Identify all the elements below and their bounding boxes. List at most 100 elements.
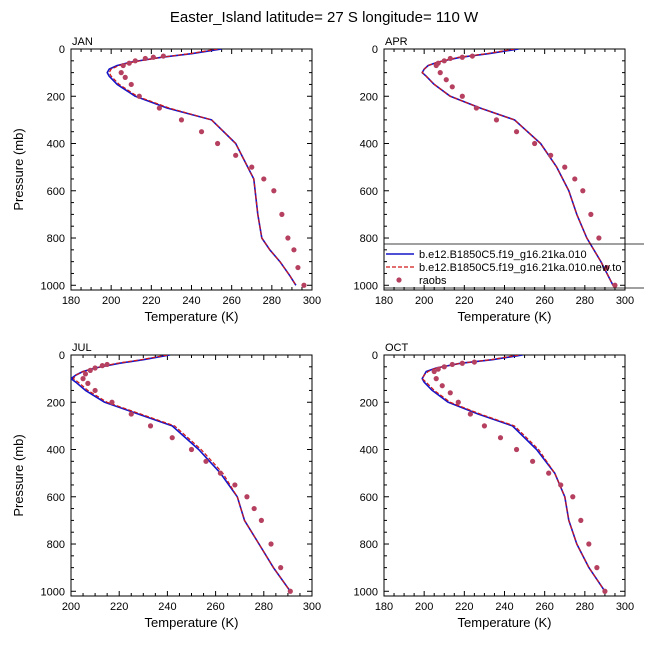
raobs-point xyxy=(251,505,257,512)
x-tick-label: 260 xyxy=(535,601,553,613)
y-axis-label: Pressure (mb) xyxy=(11,434,26,516)
raobs-point xyxy=(147,423,154,429)
raobs-point xyxy=(128,411,134,417)
raobs-point xyxy=(118,70,124,76)
chart-panel-jul: JUL 200 220 240 260 280 300 0 200 400 600 800 1000 Te… xyxy=(11,342,321,630)
series-line-model-2 xyxy=(421,355,606,592)
raobs-point xyxy=(580,188,586,194)
x-tick-label: 260 xyxy=(535,295,553,307)
raobs-point xyxy=(232,482,238,488)
x-tick-label: 240 xyxy=(158,601,176,613)
x-tick-label: 180 xyxy=(375,295,393,307)
series-line-model-1 xyxy=(106,49,297,286)
raobs-point xyxy=(244,494,250,500)
figure-title: Easter_Island latitude= 27 S longitude= … xyxy=(170,9,479,26)
panel-label: OCT xyxy=(385,342,409,354)
raobs-point xyxy=(150,54,156,60)
raobs-point xyxy=(459,360,465,366)
x-tick-label: 180 xyxy=(62,295,80,307)
y-tick-label: 600 xyxy=(360,186,378,198)
y-tick-label: 800 xyxy=(360,233,378,245)
y-tick-label: 800 xyxy=(360,539,378,551)
raobs-point xyxy=(85,380,91,386)
raobs-point xyxy=(295,264,301,271)
x-tick-label: 280 xyxy=(255,601,273,613)
raobs-point xyxy=(548,152,554,158)
legend-label: b.e12.B1850C5.f19_g16.21ka.010.new.to xyxy=(419,262,621,274)
raobs-point xyxy=(109,399,115,405)
x-tick-label: 200 xyxy=(62,601,80,613)
raobs-point xyxy=(433,62,439,69)
raobs-point xyxy=(596,235,602,241)
raobs-point xyxy=(594,565,600,571)
raobs-point xyxy=(437,70,443,76)
y-axis-label: Pressure (mb) xyxy=(11,128,26,210)
y-tick-label: 800 xyxy=(47,539,65,551)
x-axis-label: Temperature (K) xyxy=(458,309,552,324)
raobs-point xyxy=(160,53,166,59)
x-tick-label: 280 xyxy=(576,295,594,307)
raobs-point xyxy=(604,264,610,271)
raobs-point xyxy=(278,565,284,571)
raobs-point xyxy=(142,55,148,62)
x-tick-label: 300 xyxy=(616,295,634,307)
raobs-point xyxy=(271,188,277,194)
x-tick-label: 200 xyxy=(415,601,433,613)
raobs-point xyxy=(572,176,578,182)
x-tick-label: 280 xyxy=(263,295,281,307)
x-tick-label: 300 xyxy=(616,601,634,613)
x-tick-label: 200 xyxy=(102,295,120,307)
panel-label: APR xyxy=(385,36,408,48)
raobs-point xyxy=(291,247,297,253)
raobs-point xyxy=(268,541,274,547)
raobs-point xyxy=(562,164,568,170)
raobs-point xyxy=(441,364,447,370)
y-tick-label: 1000 xyxy=(354,280,378,292)
raobs-point xyxy=(80,376,86,382)
x-tick-label: 220 xyxy=(455,295,473,307)
raobs-point xyxy=(87,367,93,373)
plot-area xyxy=(421,49,618,288)
series-line-model-2 xyxy=(421,49,614,286)
plot-area xyxy=(71,355,293,594)
y-tick-label: 400 xyxy=(47,139,65,151)
plot-frame xyxy=(70,354,313,597)
raobs-point xyxy=(447,55,453,62)
raobs-point xyxy=(586,541,592,547)
raobs-point xyxy=(285,235,291,241)
raobs-point xyxy=(249,164,255,170)
legend: b.e12.B1850C5.f19_g16.21ka.010b.e12.B185… xyxy=(384,243,644,289)
raobs-point xyxy=(513,129,520,135)
legend-label: b.e12.B1850C5.f19_g16.21ka.010 xyxy=(419,249,587,261)
raobs-point xyxy=(132,58,138,64)
raobs-point xyxy=(128,81,134,88)
raobs-point xyxy=(433,376,439,382)
chart-panel-jan: JAN 180 200 220 240 260 280 300 0 200 400 600 800 100… xyxy=(11,36,321,324)
y-tick-label: 200 xyxy=(47,397,65,409)
y-tick-label: 200 xyxy=(360,91,378,103)
y-tick-label: 0 xyxy=(372,44,378,56)
raobs-point xyxy=(82,371,89,377)
raobs-point xyxy=(279,211,285,217)
raobs-point xyxy=(439,383,445,389)
legend-label: raobs xyxy=(419,275,447,287)
raobs-point xyxy=(188,446,195,453)
legend-marker-raobs xyxy=(396,277,402,283)
raobs-point xyxy=(92,387,98,394)
y-tick-label: 400 xyxy=(360,139,378,151)
y-tick-label: 400 xyxy=(360,445,378,457)
y-tick-label: 400 xyxy=(47,445,65,457)
series-line-model-2 xyxy=(72,355,291,592)
raobs-point xyxy=(602,588,608,594)
x-tick-label: 220 xyxy=(110,601,128,613)
raobs-point xyxy=(513,446,520,453)
raobs-point xyxy=(441,58,447,64)
x-tick-label: 240 xyxy=(495,601,513,613)
panel-label: JAN xyxy=(72,36,93,48)
x-tick-label: 280 xyxy=(576,601,594,613)
plot-frame xyxy=(383,354,626,597)
raobs-point xyxy=(570,494,576,500)
y-tick-label: 600 xyxy=(360,492,378,504)
raobs-point xyxy=(443,77,449,83)
